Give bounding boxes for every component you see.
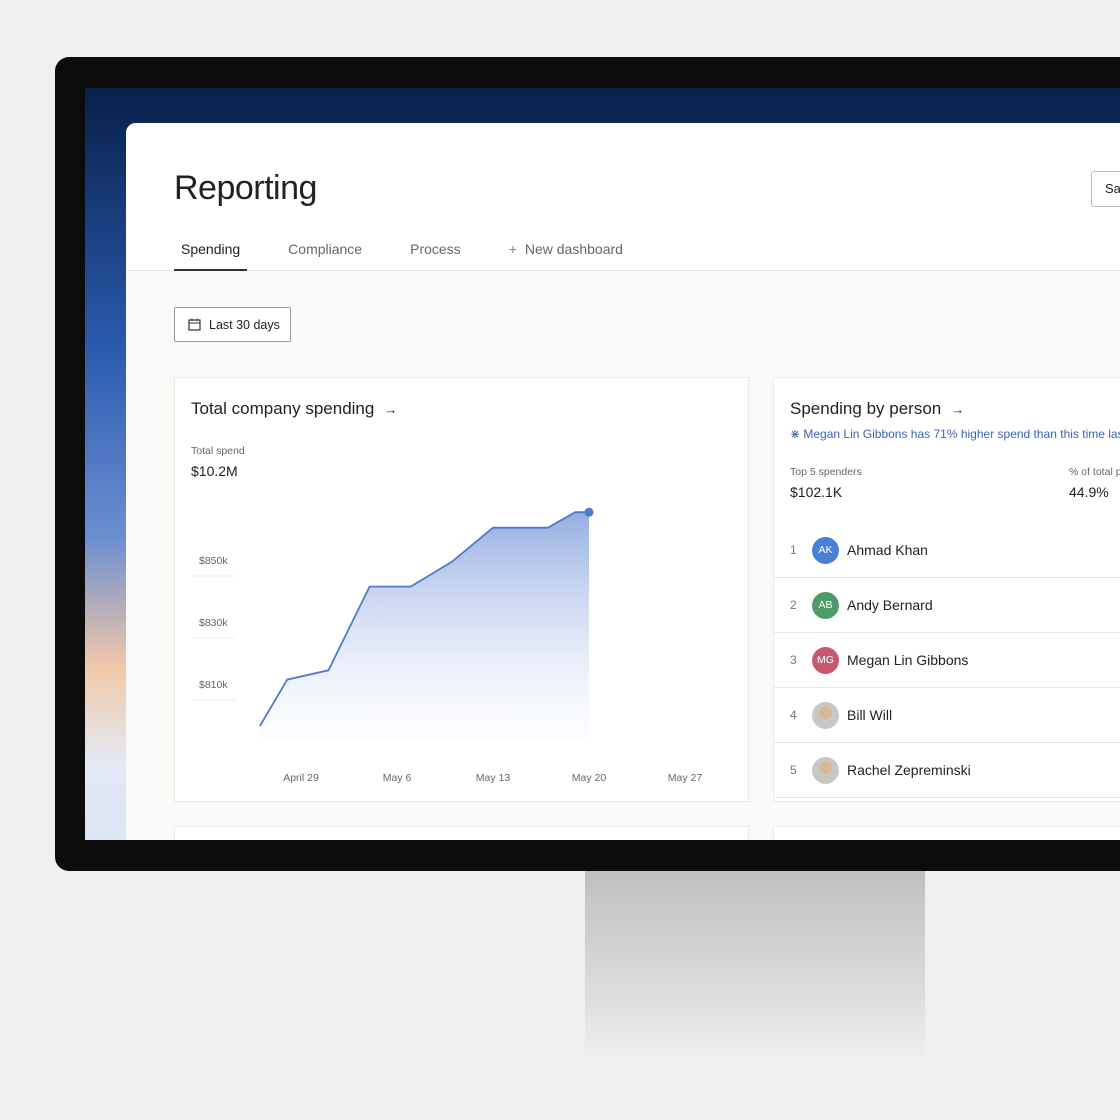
monitor-screen: Reporting Sa Spending Compliance Process… — [85, 88, 1120, 840]
rank: 4 — [790, 708, 797, 722]
person-name: Megan Lin Gibbons — [847, 652, 969, 668]
bottom-left-card — [174, 826, 749, 840]
y-tick-label: $850k — [199, 555, 228, 567]
spender-row[interactable]: 1 AK Ahmad Khan — [774, 523, 1120, 578]
top-spenders-value: $102.1K — [790, 484, 843, 500]
metric-label: Total spend — [191, 445, 245, 457]
tab-process[interactable]: Process — [410, 241, 461, 257]
page-header: Reporting Sa Spending Compliance Process… — [126, 123, 1120, 271]
avatar-photo — [812, 701, 839, 729]
person-name: Bill Will — [847, 707, 893, 723]
x-tick-label: May 13 — [476, 772, 511, 784]
avatar: MG — [812, 646, 839, 674]
y-tick-label: $830k — [199, 617, 228, 629]
rank: 2 — [790, 598, 797, 612]
plus-icon: + — [508, 241, 517, 257]
avatar: AK — [812, 536, 839, 564]
tab-new-dashboard[interactable]: + New dashboard — [502, 231, 630, 271]
arrow-right-icon: → — [951, 402, 965, 417]
avatar: AB — [812, 591, 839, 619]
person-name: Andy Bernard — [847, 597, 933, 613]
person-name: Ahmad Khan — [847, 542, 928, 558]
bottom-right-card — [773, 826, 1120, 840]
spending-by-person-card: Spending by person → ⋇ Megan Lin Gibbons … — [773, 377, 1120, 802]
top-spenders-label: Top 5 spenders — [790, 466, 862, 478]
save-button[interactable]: Sa — [1091, 171, 1120, 207]
tab-compliance[interactable]: Compliance — [288, 241, 363, 257]
reporting-app: Reporting Sa Spending Compliance Process… — [126, 123, 1120, 840]
rank: 1 — [790, 543, 797, 557]
page-title: Reporting — [174, 169, 317, 207]
spender-row[interactable]: 3 MG Megan Lin Gibbons — [774, 633, 1120, 688]
x-tick-label: May 20 — [572, 772, 607, 784]
rank: 5 — [790, 763, 797, 777]
spender-row[interactable]: 5 Rachel Zepreminski — [774, 743, 1120, 798]
area-fill — [259, 512, 589, 738]
insight-text: ⋇ Megan Lin Gibbons has 71% higher spend… — [790, 427, 1120, 441]
y-tick-label: $810k — [199, 679, 228, 691]
x-tick-label: April 29 — [283, 772, 319, 784]
pct-total-label: % of total p — [1069, 466, 1120, 478]
rank: 3 — [790, 653, 797, 667]
calendar-icon — [188, 318, 201, 331]
monitor-stand — [585, 860, 925, 1060]
avatar-photo — [812, 756, 839, 784]
spender-row[interactable]: 2 AB Andy Bernard — [774, 578, 1120, 633]
date-range-button[interactable]: Last 30 days — [174, 307, 291, 342]
pct-total-value: 44.9% — [1069, 484, 1109, 500]
spender-row[interactable]: 4 Bill Will — [774, 688, 1120, 743]
insight-label: Megan Lin Gibbons has 71% higher spend t… — [803, 427, 1120, 441]
tab-spending[interactable]: Spending — [174, 231, 248, 271]
card-title: Total company spending — [191, 399, 375, 418]
person-name: Rachel Zepreminski — [847, 762, 971, 778]
x-tick-label: May 27 — [668, 772, 703, 784]
total-spending-title-link[interactable]: Total company spending → — [191, 399, 397, 419]
spending-by-person-title-link[interactable]: Spending by person → — [790, 399, 964, 419]
series-line — [259, 511, 589, 727]
spending-chart: $810k $830k $850k April 29 May 6 May 13 May 20… — [193, 507, 703, 784]
data-point — [584, 507, 594, 517]
x-tick-label: May 6 — [383, 772, 412, 784]
card-title: Spending by person — [790, 399, 942, 418]
total-spending-card: Total company spending → Total spend $10.… — [174, 377, 749, 802]
sparkle-icon: ⋇ — [790, 427, 804, 441]
tab-bar: Spending Compliance Process + New dashboa… — [174, 231, 664, 271]
date-range-label: Last 30 days — [209, 317, 280, 332]
arrow-right-icon: → — [384, 402, 398, 417]
new-dashboard-label: New dashboard — [524, 241, 623, 257]
metric-value: $10.2M — [191, 463, 238, 479]
